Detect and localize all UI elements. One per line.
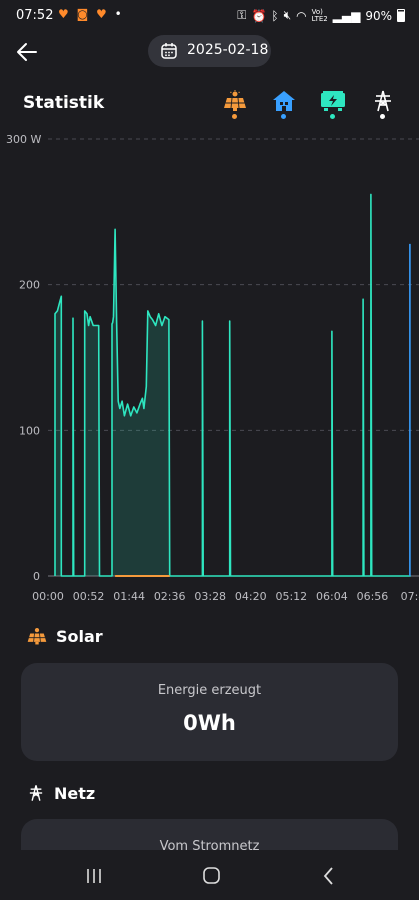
recent-apps-button[interactable] [80, 866, 110, 886]
x-tick-label: 01:44 [113, 590, 145, 603]
solar-panel-icon [224, 90, 246, 111]
y-tick-label: 100 [19, 424, 40, 437]
series-area [55, 194, 411, 576]
back-button[interactable] [14, 38, 42, 66]
arrow-left-icon [17, 43, 37, 61]
mode-indicator-dot [380, 114, 385, 119]
alarm-icon: ⏰ [251, 8, 267, 23]
signal-icon: ▂▄▆ [332, 8, 361, 23]
x-tick-label: 03:28 [194, 590, 226, 603]
page-title: Statistik [23, 93, 105, 113]
battery-storage-icon [321, 91, 345, 111]
x-tick-label: 00:00 [32, 590, 64, 603]
status-right: ⚿ ⏰ ᛒ 🔇︎ ◠ Vo) LTE2 ▂▄▆ 90% [237, 8, 405, 23]
x-tick-label: 05:12 [275, 590, 307, 603]
y-tick-label: 0 [33, 570, 40, 583]
notification-icons: ♥ ◙ ♥ • [58, 7, 124, 21]
mode-indicator-dot [330, 114, 335, 119]
x-tick-label: 00:52 [73, 590, 105, 603]
mute-icon: 🔇︎ [283, 8, 292, 22]
bluetooth-icon: ᛒ [271, 8, 279, 23]
mode-indicator-dot [232, 114, 237, 119]
battery-percent: 90% [365, 8, 392, 23]
wifi-icon: ◠ [296, 8, 307, 23]
mode-solar[interactable] [222, 90, 248, 120]
calendar-icon [161, 43, 177, 59]
solar-energy-card: Energie erzeugt 0Wh [21, 663, 398, 761]
grid-title: Netz [54, 783, 96, 803]
mode-indicator-dot [281, 114, 286, 119]
home-icon [273, 91, 295, 111]
key-icon: ⚿ [237, 8, 247, 22]
chevron-left-icon [323, 867, 333, 885]
mode-grid[interactable] [370, 90, 396, 120]
top-bar: 2025-02-18 [0, 32, 419, 72]
series-line [54, 193, 411, 577]
solar-energy-value: 0Wh [183, 711, 236, 735]
power-tower-icon [375, 90, 391, 112]
status-time: 07:52 [16, 8, 54, 23]
solar-section-header: Solar [26, 626, 103, 646]
solar-title: Solar [56, 626, 103, 646]
network-label: Vo) LTE2 [311, 7, 328, 23]
recent-apps-icon [87, 869, 101, 883]
x-tick-label: 02:36 [154, 590, 186, 603]
x-tick-label: 04:20 [235, 590, 267, 603]
date-text: 2025-02-18 [187, 42, 269, 58]
home-button[interactable] [196, 866, 226, 886]
y-tick-label: 300 W [6, 133, 41, 146]
back-nav-button[interactable] [315, 866, 345, 886]
status-bar: 07:52 ♥ ◙ ♥ • ⚿ ⏰ ᛒ 🔇︎ ◠ Vo) LTE2 ▂▄▆ 90… [0, 0, 419, 32]
x-tick-label: 07:4 [401, 590, 419, 603]
home-circle-icon [203, 867, 220, 884]
power-chart[interactable]: 300 W 200 100 0 00:00 00:52 01:44 02:36 03:28 04:… [0, 130, 419, 610]
battery-icon [397, 9, 405, 22]
solar-energy-label: Energie erzeugt [157, 683, 262, 698]
date-picker[interactable]: 2025-02-18 [148, 35, 271, 67]
y-tick-label: 200 [19, 279, 40, 292]
solar-panel-icon [27, 627, 47, 645]
x-tick-label: 06:56 [357, 590, 389, 603]
x-tick-label: 06:04 [316, 590, 348, 603]
system-nav-bar [0, 850, 419, 900]
power-tower-icon [29, 785, 43, 801]
grid-section-header: Netz [26, 782, 95, 804]
mode-home[interactable] [271, 90, 297, 120]
mode-battery[interactable] [320, 90, 346, 120]
